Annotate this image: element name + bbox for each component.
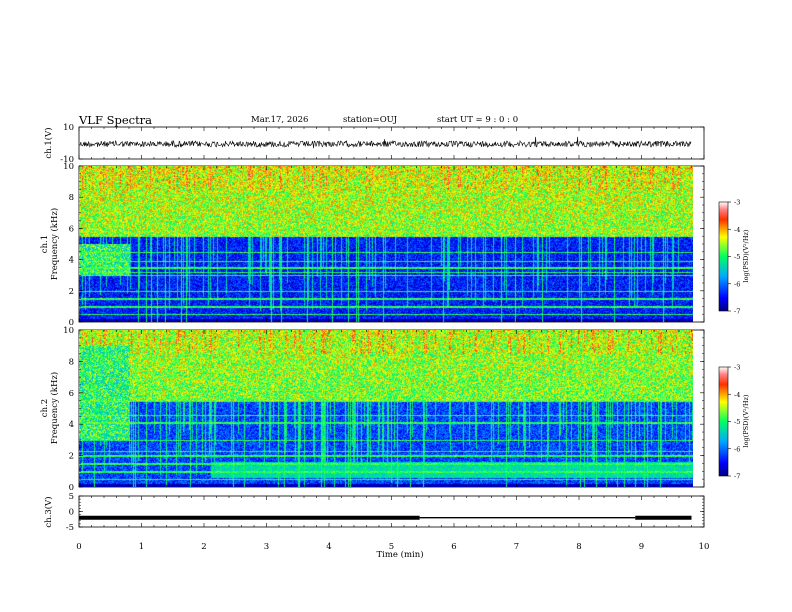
x-tick-label: 10 <box>699 542 710 552</box>
y-tick-label: 5 <box>69 492 74 502</box>
y-tick-label: 6 <box>69 224 74 234</box>
y-tick-label: 10 <box>63 162 74 172</box>
y-tick-label: -5 <box>66 523 74 533</box>
colorbar-tick-label: -4 <box>734 226 740 234</box>
y-tick-label: 10 <box>63 326 74 336</box>
station-label: station=OUJ <box>343 115 398 125</box>
colorbar-tick-label: -4 <box>734 391 740 399</box>
ch3-panel <box>78 495 705 528</box>
x-tick-label: 5 <box>389 542 394 552</box>
colorbar-tick-label: -5 <box>734 253 740 261</box>
y-tick-label: 6 <box>69 389 74 399</box>
y-tick-label: 2 <box>69 452 74 462</box>
x-axis-label: Time (min) <box>376 549 423 560</box>
x-tick-label: 9 <box>639 542 644 552</box>
y-tick-label: 2 <box>69 287 74 297</box>
y-tick-label: 0 <box>69 318 74 328</box>
colorbar-tick-label: -7 <box>734 473 740 481</box>
colorbar-ch1: log(PSD)(V²/Hz) -3 -4 -5 -6 -7 <box>718 199 750 316</box>
y-tick-label: 10 <box>63 123 74 133</box>
ch1-spectrogram-ylabel-frequency: Frequency (kHz) <box>49 208 60 280</box>
x-tick-label: 1 <box>139 542 144 552</box>
ch1-waveform-trace <box>78 136 692 149</box>
figure-title: VLF Spectra <box>79 113 153 127</box>
y-tick-label: 0 <box>69 508 74 518</box>
start-time-label: start UT = 9 : 0 : 0 <box>437 115 519 125</box>
y-tick-label: 0 <box>69 483 74 493</box>
colorbar-tick-label: -6 <box>734 445 740 453</box>
colorbar-ch1-label: log(PSD)(V²/Hz) <box>742 229 750 282</box>
colorbar-ch2-scale <box>718 366 729 477</box>
y-tick-label: -10 <box>60 155 74 165</box>
colorbar-tick-label: -7 <box>734 308 740 316</box>
ch1-spectrogram-image <box>79 166 693 322</box>
y-tick-label: 4 <box>69 256 74 266</box>
x-tick-label: 7 <box>514 542 519 552</box>
x-tick-label: 3 <box>264 542 269 552</box>
ch3-ylabel: ch.3(V) <box>43 496 54 527</box>
y-tick-label: 8 <box>69 193 74 203</box>
x-tick-label: 8 <box>576 542 581 552</box>
y-tick-label: 4 <box>69 420 74 430</box>
ch1-waveform-line <box>78 136 692 149</box>
ch1-spectrogram-ylabel-channel: ch.1 <box>40 235 50 253</box>
colorbar-ch2: log(PSD)(V²/Hz) -3 -4 -5 -6 -7 <box>718 364 750 481</box>
colorbar-ch2-label: log(PSD)(V²/Hz) <box>742 394 750 447</box>
colorbar-tick-label: -6 <box>734 280 740 288</box>
ch2-spectrogram-ylabel-frequency: Frequency (kHz) <box>49 372 60 444</box>
ch2-spectrogram-image <box>79 330 693 487</box>
x-tick-label: 2 <box>201 542 206 552</box>
ch2-spectrogram-ylabel-channel: ch.2 <box>40 399 50 417</box>
x-tick-label: 4 <box>326 542 331 552</box>
colorbar-tick-label: -3 <box>734 364 740 372</box>
date-label: Mar.17, 2026 <box>251 115 309 125</box>
y-tick-label: 8 <box>69 357 74 367</box>
colorbar-tick-label: -3 <box>734 199 740 207</box>
x-tick-label: 0 <box>76 542 81 552</box>
colorbar-ch1-scale <box>718 201 729 312</box>
colorbar-tick-label: -5 <box>734 418 740 426</box>
ch1-waveform-ylabel: ch.1(V) <box>43 127 54 158</box>
x-tick-label: 6 <box>451 542 456 552</box>
